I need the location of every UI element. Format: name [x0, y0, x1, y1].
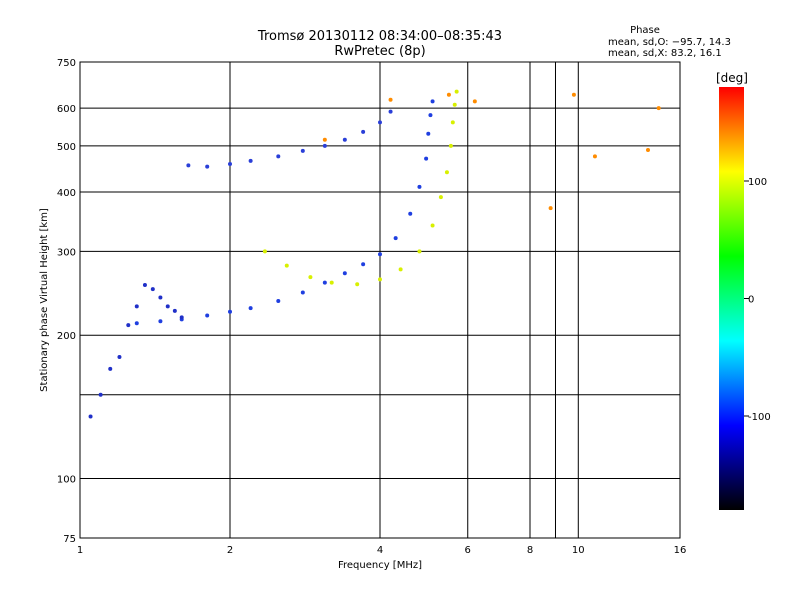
chart-title: Tromsø 20130112 08:34:00–08:35:43 [257, 29, 502, 44]
data-point [248, 306, 253, 311]
phase-info-heading: Phase [630, 25, 660, 36]
data-point [408, 211, 413, 216]
data-point [228, 161, 232, 166]
y-tick-label: 75 [63, 534, 76, 545]
data-point [134, 304, 139, 309]
data-point [417, 184, 422, 189]
data-point [308, 275, 313, 280]
y-axis-label: Stationary phase Virtual Height [km] [39, 208, 50, 392]
data-point [388, 109, 393, 114]
data-point [134, 321, 139, 326]
data-point [88, 414, 93, 419]
data-point [276, 154, 281, 159]
x-tick-label: 1 [77, 545, 83, 556]
data-point [438, 195, 443, 200]
y-tick-label: 100 [57, 475, 76, 486]
data-point [430, 223, 435, 228]
colorbar-label: [deg] [716, 71, 748, 85]
data-point [342, 271, 347, 276]
data-point [158, 295, 163, 300]
data-point [179, 315, 184, 320]
data-point [108, 366, 113, 371]
data-point [117, 355, 122, 360]
data-point [262, 249, 267, 254]
chart-subtitle: RwPretec (8p) [334, 44, 425, 59]
data-point [150, 287, 155, 292]
phase-info-x: mean, sd,X: 83.2, 16.1 [608, 48, 722, 59]
colorbar-tick-label: 0 [748, 295, 754, 306]
data-point [571, 92, 576, 97]
data-point [355, 282, 360, 287]
phase-info-o: mean, sd,O: −95.7, 14.3 [608, 37, 731, 48]
y-tick-label: 400 [57, 188, 76, 199]
data-point [430, 99, 435, 104]
data-point [322, 137, 327, 142]
data-point [300, 290, 305, 295]
data-point [645, 147, 650, 152]
x-tick-label: 6 [465, 545, 471, 556]
x-tick-label: 8 [527, 545, 533, 556]
data-point [448, 143, 453, 148]
data-point [426, 131, 431, 136]
x-tick-label: 16 [674, 545, 687, 556]
data-point [548, 206, 553, 211]
data-point [205, 313, 210, 318]
data-point [398, 267, 403, 272]
data-point [388, 97, 393, 102]
data-point [98, 392, 103, 397]
data-point [452, 102, 457, 107]
y-tick-label: 600 [57, 104, 76, 115]
data-point [228, 309, 232, 314]
data-point [592, 154, 597, 159]
y-tick-label: 500 [57, 142, 76, 153]
data-point [424, 156, 429, 161]
colorbar-tick-label: -100 [748, 412, 771, 423]
data-point [472, 99, 477, 104]
data-point [142, 283, 147, 288]
y-tick-label: 750 [57, 58, 76, 69]
data-point [444, 170, 449, 175]
plot-frame [79, 61, 681, 539]
data-point [446, 92, 451, 97]
data-point [378, 252, 382, 257]
data-point [450, 120, 455, 125]
data-point [656, 106, 661, 111]
data-point [300, 148, 305, 153]
data-point [417, 249, 422, 254]
data-point [276, 299, 281, 304]
data-point [361, 262, 366, 267]
data-point [172, 308, 177, 313]
data-point [248, 158, 253, 163]
data-point [158, 319, 163, 324]
data-point [378, 120, 382, 125]
x-tick-label: 2 [227, 545, 233, 556]
data-points [88, 89, 661, 419]
data-point [284, 263, 289, 268]
data-point [378, 277, 382, 282]
data-point [454, 89, 459, 94]
data-point [126, 323, 131, 328]
x-tick-label: 4 [377, 545, 383, 556]
colorbar-ticks: 100 0 -100 [744, 177, 771, 423]
y-tick-label: 300 [57, 247, 76, 258]
data-point [205, 164, 210, 169]
data-point [322, 143, 327, 148]
x-axis-label: Frequency [MHz] [338, 560, 422, 571]
colorbar-tick-label: 100 [748, 177, 767, 188]
colorbar [719, 87, 744, 510]
axis-ticks: 1 2 4 6 8 10 16 75 100 200 300 400 500 600 750 [57, 58, 686, 556]
data-point [361, 129, 366, 134]
y-tick-label: 200 [57, 331, 76, 342]
data-point [342, 137, 347, 142]
data-point [322, 280, 327, 285]
data-point [329, 280, 334, 285]
grid [80, 62, 680, 538]
data-point [186, 163, 191, 168]
data-point [428, 113, 433, 118]
data-point [393, 236, 398, 241]
data-point [165, 304, 170, 309]
x-tick-label: 10 [572, 545, 585, 556]
